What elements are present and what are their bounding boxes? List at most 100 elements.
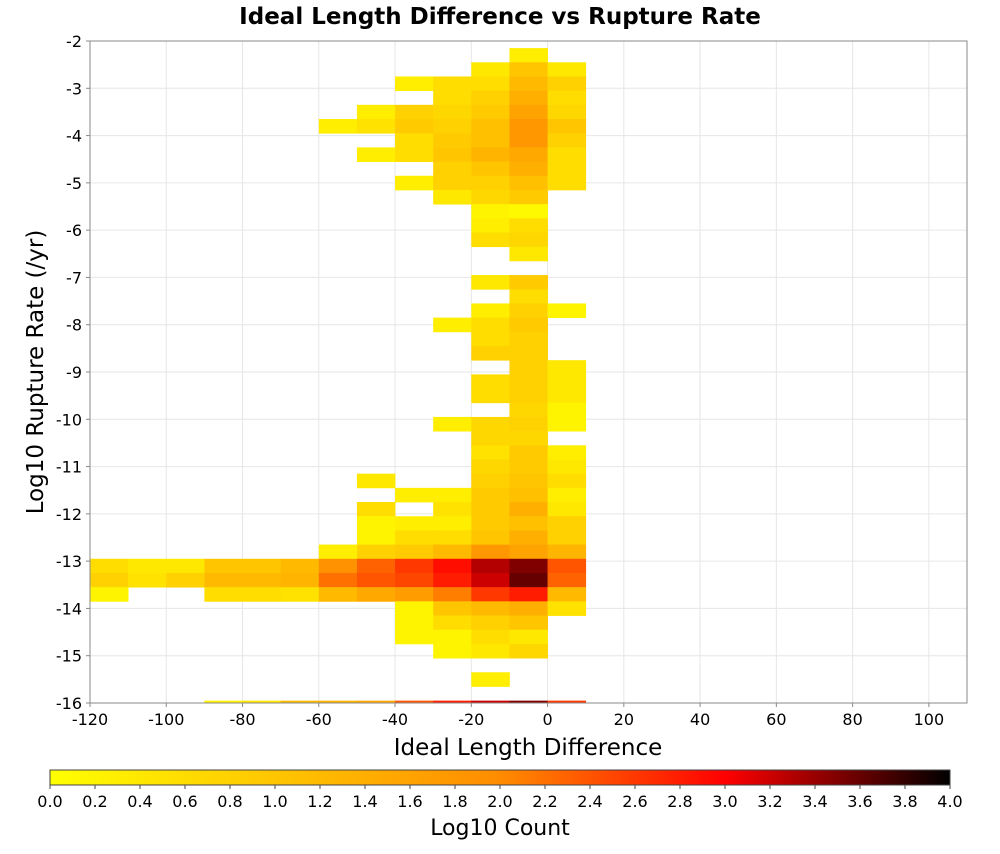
x-tick-label: 60 [766,710,786,729]
heatmap-cell [509,289,548,304]
heatmap-cell [356,700,396,703]
heatmap-cell [433,76,472,92]
heatmap-cell [433,587,472,602]
heatmap-cell [471,473,510,489]
y-tick-label: -13 [56,552,82,571]
heatmap-cell [471,572,510,588]
colorbar-tick-label: 4.0 [937,792,962,811]
heatmap-cell [280,700,320,703]
heatmap-cell [509,431,548,446]
y-tick-label: -15 [56,647,82,666]
heatmap-cell [433,90,472,106]
heatmap-cell [90,558,129,574]
heatmap-cell [433,572,472,588]
heatmap-cell [356,104,396,120]
heatmap-cell [547,700,587,703]
y-tick-label: -14 [56,599,82,618]
heatmap-cell [509,558,548,574]
heatmap-cell [547,388,587,404]
y-tick-label: -2 [66,32,82,51]
heatmap-cell [395,629,434,645]
heatmap-cell [471,218,510,233]
heatmap-cell [471,317,510,333]
heatmap-cell [509,643,548,659]
heatmap-cell [547,516,587,531]
colorbar [49,769,951,786]
y-tick-label: -10 [56,410,82,429]
heatmap-cell [509,189,548,205]
heatmap-cell [356,572,396,588]
heatmap-cell [509,615,548,631]
heatmap-cell [509,90,548,106]
heatmap-cell [128,572,167,588]
heatmap-cell [547,601,587,616]
colorbar-tick-label: 1.0 [262,792,287,811]
heatmap-cell [395,700,434,703]
heatmap-cell [433,615,472,631]
heatmap-cell [509,516,548,531]
heatmap-cell [433,133,472,148]
heatmap-cell [509,374,548,389]
heatmap-cell [433,147,472,162]
heatmap-cell [471,643,510,659]
heatmap-cell [471,629,510,645]
heatmap-cell [204,700,243,703]
y-tick-label: -9 [66,363,82,382]
heatmap-cell [433,700,472,703]
heatmap-cell [509,459,548,475]
heatmap-cell [471,175,510,191]
heatmap-cell [509,161,548,177]
heatmap-cell [509,445,548,460]
y-tick-label: -7 [66,268,82,287]
heatmap-cell [509,473,548,489]
heatmap-cell [547,374,587,389]
heatmap-cell [204,572,243,588]
x-tick-label: -20 [458,710,484,729]
heatmap-cell [547,147,587,162]
heatmap-cell [204,587,243,602]
heatmap-cell [433,544,472,560]
heatmap-cell [318,558,358,574]
heatmap-cell [509,48,548,63]
y-tick-label: -3 [66,79,82,98]
heatmap-cell [547,161,587,177]
heatmap-cell [395,530,434,545]
y-tick-label: -5 [66,174,82,193]
heatmap-cell [509,246,548,262]
colorbar-tick-label: 2.0 [487,792,512,811]
heatmap-cell [509,62,548,77]
heatmap-cell [471,431,510,446]
heatmap-cell [356,530,396,545]
heatmap-cell [509,587,548,602]
heatmap-cell [547,445,587,460]
heatmap-cell [509,544,548,560]
heatmap-cell [395,544,434,560]
heatmap-cell [547,416,587,432]
heatmap-cell [471,90,510,106]
heatmap-cell [471,700,510,703]
heatmap-cell [509,133,548,148]
y-tick-label: -11 [56,458,82,477]
heatmap-cell [547,360,587,375]
y-tick-label: -4 [66,127,82,146]
colorbar-tick-label: 0.4 [127,792,152,811]
colorbar-tick-label: 3.2 [757,792,782,811]
heatmap-cell [280,587,320,602]
x-tick-label: 40 [690,710,710,729]
heatmap-cell [395,516,434,531]
heatmap-cell [471,331,510,347]
heatmap-cell [509,601,548,616]
heatmap-cell [509,416,548,432]
heatmap-cell [471,530,510,545]
heatmap-cell [509,360,548,375]
heatmap-cell [509,629,548,645]
heatmap-cell [433,416,472,432]
heatmap-cell [547,572,587,588]
y-tick-label: -16 [56,694,82,713]
heatmap-cell [433,601,472,616]
colorbar-tick-label: 0.2 [82,792,107,811]
heatmap-cell [395,175,434,191]
x-tick-label: -100 [148,710,184,729]
heatmap-cell [356,147,396,162]
